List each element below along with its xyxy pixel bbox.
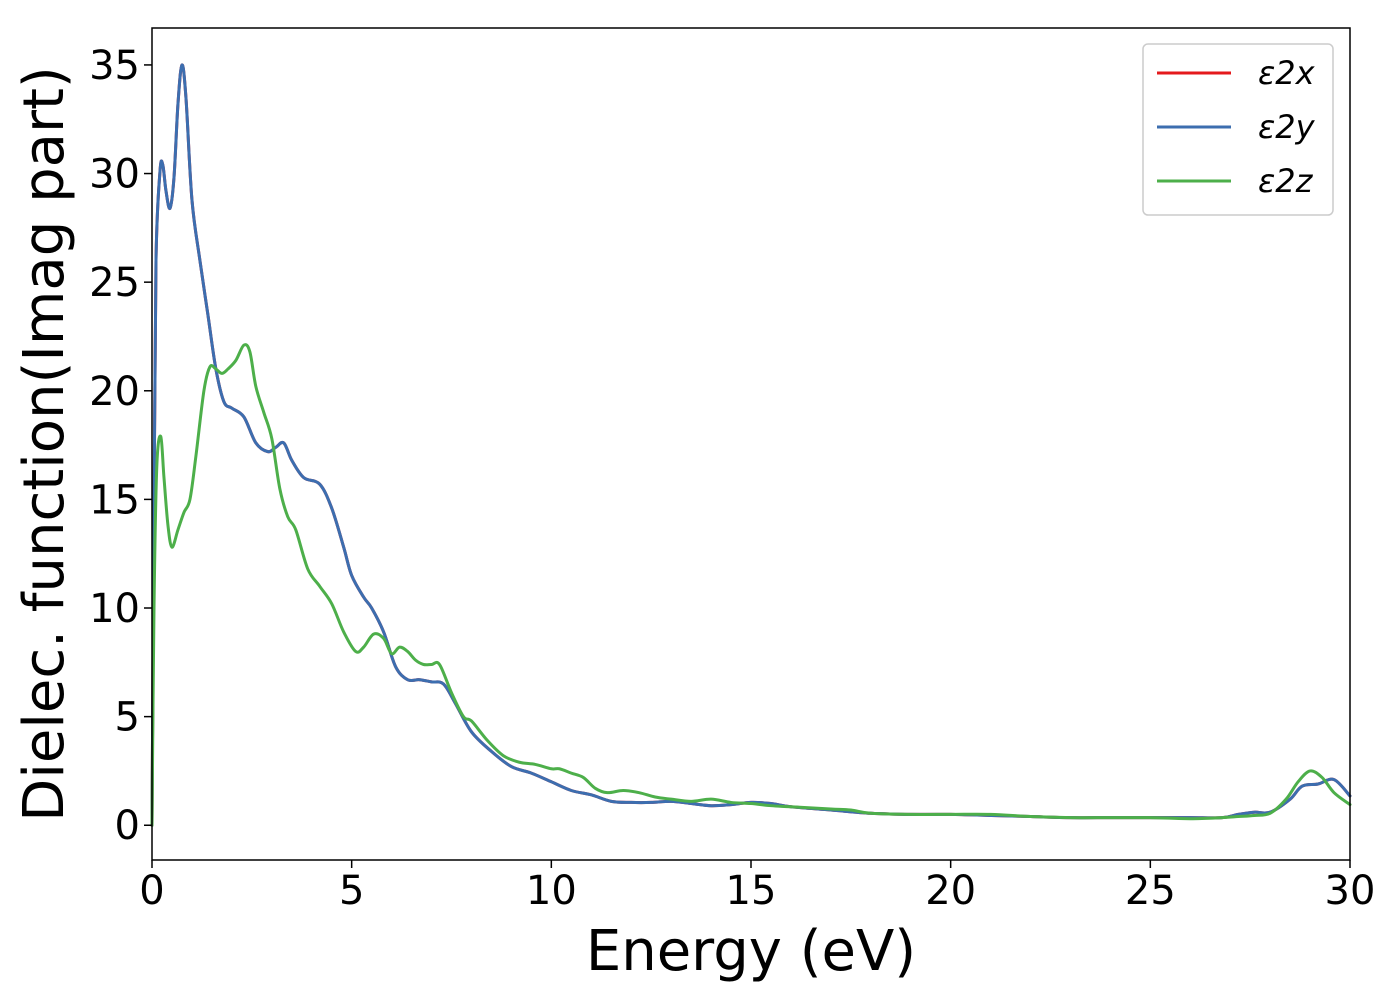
y-axis-label: Dielec. function(Imag part) — [12, 66, 77, 822]
x-tick-label: 0 — [139, 868, 164, 914]
y-tick-label: 15 — [89, 477, 140, 523]
legend-items: ε2x ε2y ε2z — [1157, 54, 1316, 200]
y-tick-label: 5 — [115, 695, 140, 741]
series-line-3 — [150, 343, 1352, 827]
y-tick-label: 20 — [89, 369, 140, 415]
legend: ε2x ε2y ε2z — [1142, 43, 1334, 216]
y-tick-label: 0 — [115, 803, 140, 849]
x-axis-ticks: 0 5 10 15 20 25 30 — [139, 860, 1375, 914]
x-axis-label: Energy (eV) — [586, 919, 916, 984]
y-axis-ticks: 0 5 10 15 20 25 30 35 — [89, 43, 152, 849]
x-tick-label: 15 — [726, 868, 777, 914]
legend-label: ε2y — [1258, 108, 1316, 146]
x-tick-label: 20 — [925, 868, 976, 914]
series-layer — [150, 63, 1352, 827]
y-tick-label: 30 — [89, 152, 140, 198]
legend-label: ε2z — [1258, 162, 1314, 200]
legend-label: ε2x — [1258, 54, 1316, 92]
y-tick-label: 10 — [89, 586, 140, 632]
legend-box — [1142, 43, 1334, 216]
y-tick-label: 25 — [89, 260, 140, 306]
x-tick-label: 5 — [339, 868, 364, 914]
x-tick-label: 10 — [526, 868, 577, 914]
y-tick-label: 35 — [89, 43, 140, 89]
x-tick-label: 30 — [1325, 868, 1376, 914]
x-tick-label: 25 — [1125, 868, 1176, 914]
